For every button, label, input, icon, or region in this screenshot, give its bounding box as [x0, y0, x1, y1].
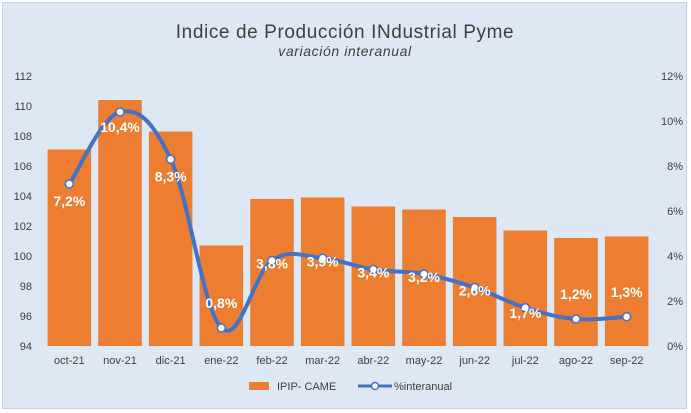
legend-marker-swatch — [370, 381, 380, 391]
y-left-tick: 94 — [20, 341, 32, 353]
data-label-may-22: 3,2% — [408, 269, 440, 285]
data-label-jul-22: 1,7% — [509, 305, 541, 321]
line-point-may-22 — [419, 269, 429, 279]
x-tick-jul-22: jul-22 — [511, 355, 539, 367]
y-right-tick: 6% — [667, 206, 683, 218]
y-right-tick: 4% — [667, 251, 683, 263]
legend: IPIP- CAME %interanual — [249, 381, 452, 393]
y-right-tick: 0% — [667, 341, 683, 353]
data-label-jun-22: 2,6% — [459, 283, 491, 299]
y-right-tick: 12% — [661, 71, 683, 83]
x-tick-ene-22: ene-22 — [204, 355, 238, 367]
y-left-tick: 110 — [14, 101, 32, 113]
data-label-nov-21: 10,4% — [100, 119, 140, 135]
x-tick-may-22: may-22 — [406, 355, 443, 367]
line-point-dic-21 — [165, 154, 176, 164]
y-left-tick: 108 — [14, 131, 32, 143]
line-point-jul-22 — [520, 303, 531, 313]
bar-ago-22 — [554, 238, 598, 346]
data-label-dic-21: 8,3% — [155, 168, 187, 184]
line-point-feb-22 — [267, 255, 277, 266]
y-right-tick: 8% — [667, 161, 683, 173]
y-left-tick: 106 — [14, 161, 32, 173]
x-tick-feb-22: feb-22 — [256, 355, 287, 367]
x-tick-abr-22: abr-22 — [357, 355, 389, 367]
line-point-oct-21 — [64, 179, 75, 189]
bar-series — [47, 100, 649, 346]
y-left-tick: 100 — [14, 251, 32, 263]
data-label-mar-22: 3,9% — [307, 253, 339, 269]
bar-sep-22 — [604, 236, 649, 346]
x-tick-nov-21: nov-21 — [103, 355, 137, 367]
line-point-jun-22 — [469, 282, 480, 293]
x-tick-dic-21: dic-21 — [156, 355, 186, 367]
y-left-tick: 104 — [14, 191, 32, 203]
line-series — [64, 107, 632, 333]
line-point-abr-22 — [368, 264, 379, 275]
bar-abr-22 — [351, 206, 396, 346]
y-right-tick: 10% — [661, 116, 683, 128]
bar-jul-22 — [503, 230, 548, 346]
legend-label-bars: IPIP- CAME — [277, 381, 336, 393]
line-point-ago-22 — [571, 314, 581, 324]
y-right-tick: 2% — [667, 296, 683, 308]
bar-dic-21 — [148, 131, 193, 346]
chart-title: Indice de Producción INdustrial Pyme — [176, 22, 514, 43]
x-tick-mar-22: mar-22 — [305, 355, 340, 367]
x-tick-ago-22: ago-22 — [559, 355, 593, 367]
axes: 94 96 98 100 102 104 106 108 110 112 0% 2% 4% 6% 8% 10%… — [14, 71, 684, 367]
data-label-oct-21: 7,2% — [53, 193, 85, 209]
legend-label-line: %interanual — [394, 381, 452, 393]
y-left-tick: 98 — [20, 281, 32, 293]
data-label-ago-22: 1,2% — [560, 286, 592, 302]
y-left-tick: 112 — [14, 71, 32, 83]
bar-feb-22 — [250, 199, 294, 346]
y-left-tick: 102 — [14, 221, 32, 233]
bar-nov-21 — [98, 100, 142, 346]
data-labels: 7,2% 10,4% 8,3% 0,8% 3,8% 3,9% 3,4% 3,2% 2,6% 1,7… — [53, 119, 643, 321]
data-label-feb-22: 3,8% — [256, 256, 288, 272]
data-label-sep-22: 1,3% — [611, 284, 643, 300]
legend-swatch-bars — [249, 382, 269, 390]
line-point-nov-21 — [115, 107, 125, 117]
y-left-tick: 96 — [20, 311, 32, 323]
bar-mar-22 — [300, 197, 345, 346]
data-label-ene-22: 0,8% — [205, 295, 237, 311]
line-point-ene-22 — [216, 323, 227, 333]
x-tick-oct-21: oct-21 — [54, 355, 85, 367]
data-label-abr-22: 3,4% — [357, 265, 389, 281]
chart-subtitle: variación interanual — [278, 43, 412, 59]
line-point-sep-22 — [621, 312, 632, 322]
x-tick-sep-22: sep-22 — [610, 355, 644, 367]
bar-oct-21 — [47, 149, 92, 346]
x-tick-jun-22: jun-22 — [458, 355, 490, 367]
line-point-mar-22 — [317, 253, 328, 263]
